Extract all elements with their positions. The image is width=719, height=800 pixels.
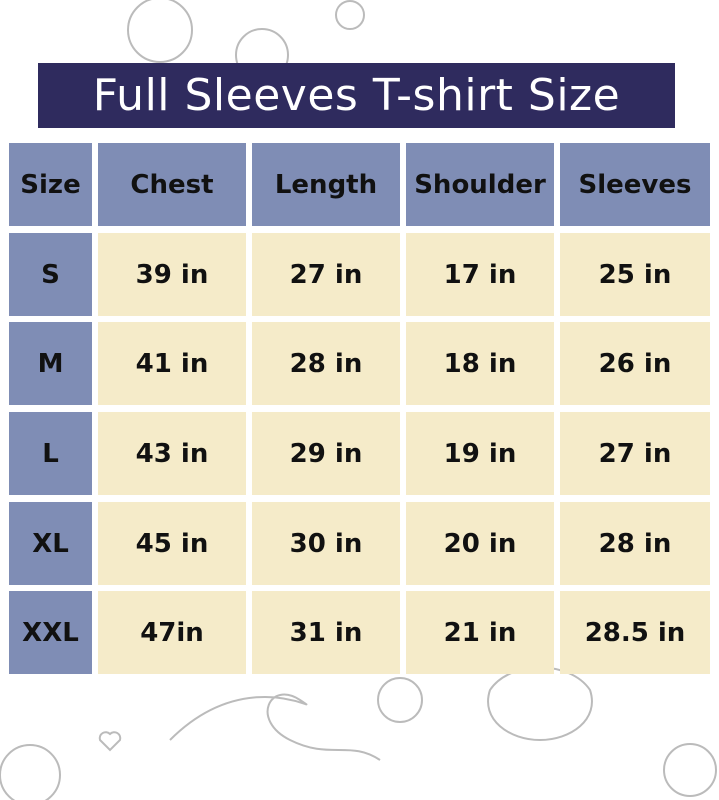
- yarn-ball-icon: [663, 743, 717, 797]
- button-icon: [377, 677, 423, 723]
- measurement-cell: 26 in: [560, 322, 710, 405]
- measurement-cell: 39 in: [98, 233, 246, 316]
- page-title: Full Sleeves T-shirt Size: [38, 63, 675, 128]
- measurement-cell: 18 in: [406, 322, 554, 405]
- measurement-cell: 43 in: [98, 412, 246, 495]
- measurement-cell: 19 in: [406, 412, 554, 495]
- column-header: Shoulder: [406, 143, 554, 226]
- measurement-cell: 28.5 in: [560, 591, 710, 674]
- size-label-cell: L: [9, 412, 92, 495]
- size-label-cell: XL: [9, 502, 92, 585]
- measurement-cell: 25 in: [560, 233, 710, 316]
- measurement-cell: 28 in: [560, 502, 710, 585]
- column-header: Sleeves: [560, 143, 710, 226]
- measurement-cell: 31 in: [252, 591, 400, 674]
- size-label-cell: S: [9, 233, 92, 316]
- sheep-doodle: [487, 666, 593, 742]
- column-header: Size: [9, 143, 92, 226]
- size-label-cell: M: [9, 322, 92, 405]
- measurement-cell: 30 in: [252, 502, 400, 585]
- button-icon: [335, 0, 365, 30]
- measurement-cell: 21 in: [406, 591, 554, 674]
- measurement-cell: 41 in: [98, 322, 246, 405]
- yarn-ball-icon: [0, 744, 61, 800]
- column-header: Length: [252, 143, 400, 226]
- measurement-cell: 47in: [98, 591, 246, 674]
- measurement-cell: 29 in: [252, 412, 400, 495]
- measurement-cell: 20 in: [406, 502, 554, 585]
- yarn-ball-icon: [127, 0, 193, 63]
- measurement-cell: 28 in: [252, 322, 400, 405]
- measurement-cell: 17 in: [406, 233, 554, 316]
- column-header: Chest: [98, 143, 246, 226]
- measurement-cell: 45 in: [98, 502, 246, 585]
- measurement-cell: 27 in: [252, 233, 400, 316]
- size-label-cell: XXL: [9, 591, 92, 674]
- measurement-cell: 27 in: [560, 412, 710, 495]
- heart-icon: [98, 731, 122, 752]
- yarn-string: [169, 693, 381, 761]
